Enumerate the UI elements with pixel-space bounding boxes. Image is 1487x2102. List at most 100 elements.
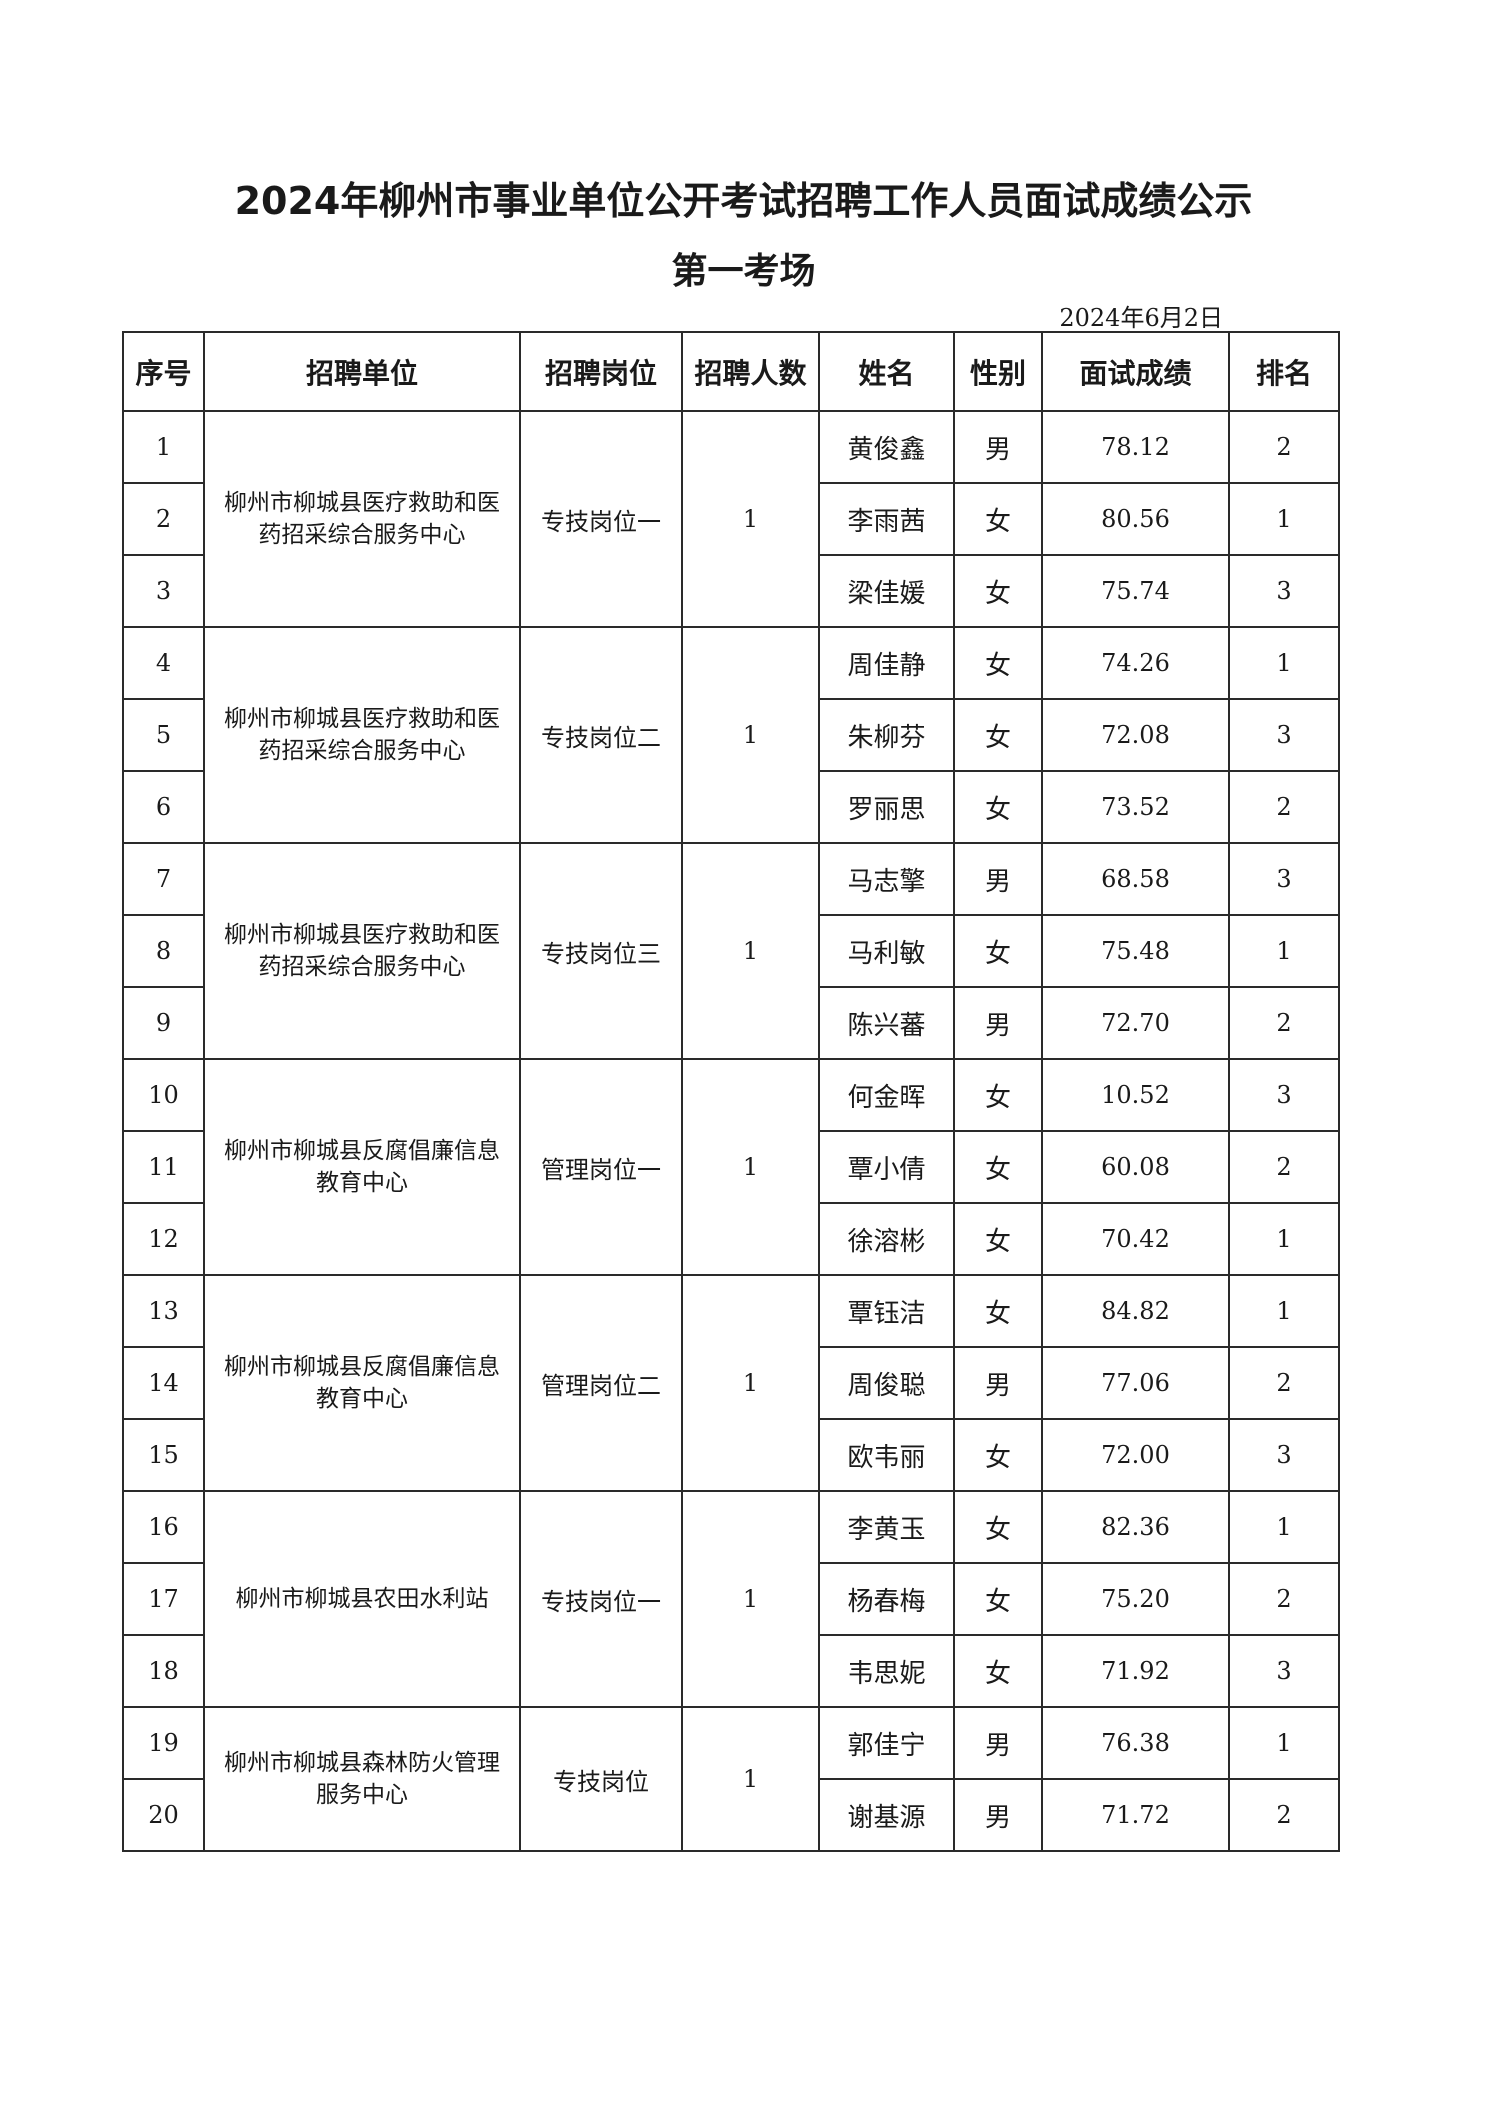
table-row: 10 柳州市柳城县反腐倡廉信息教育中心 管理岗位一 1 何金晖女 10.52 3: [122, 1058, 1340, 1276]
page-subtitle: 第一考场: [671, 251, 816, 292]
table-row: 14 周俊聪男 77.06 2: [122, 1346, 1340, 1420]
recruiting-count: 1: [681, 410, 820, 628]
candidate-gender: 女: [953, 1562, 1043, 1636]
candidate-gender: 女: [953, 1490, 1043, 1564]
candidate-name: 徐溶彬: [818, 1202, 955, 1276]
table-row: 7 柳州市柳城县医疗救助和医药招采综合服务中心 专技岗位三 1 马志擎男 68.58 3: [122, 842, 1340, 1060]
candidate-rank: 3: [1228, 698, 1340, 772]
candidate-gender: 女: [953, 914, 1043, 988]
recruiting-position: 管理岗位一: [519, 1058, 683, 1276]
row-number: 1: [122, 410, 205, 484]
recruiting-count: 1: [681, 1490, 820, 1708]
table-row: 9 陈兴蕃男 72.70 2: [122, 986, 1340, 1060]
row-number: 20: [122, 1778, 205, 1852]
candidate-rank: 1: [1228, 626, 1340, 700]
candidate-name: 朱柳芬: [818, 698, 955, 772]
row-number: 5: [122, 698, 205, 772]
recruiting-count: 1: [681, 1706, 820, 1852]
row-number: 16: [122, 1490, 205, 1564]
candidate-rank: 1: [1228, 914, 1340, 988]
table-row: 18 韦思妮女 71.92 3: [122, 1634, 1340, 1708]
candidate-name: 杨春梅: [818, 1562, 955, 1636]
interview-score: 72.00: [1041, 1418, 1230, 1492]
interview-score: 78.12: [1041, 410, 1230, 484]
recruiting-position: 管理岗位二: [519, 1274, 683, 1492]
candidate-name: 周佳静: [818, 626, 955, 700]
candidate-name: 何金晖: [818, 1058, 955, 1132]
candidate-gender: 男: [953, 842, 1043, 916]
row-number: 15: [122, 1418, 205, 1492]
recruiting-count: 1: [681, 1058, 820, 1276]
table-row: 20 谢基源男 71.72 2: [122, 1778, 1340, 1852]
candidate-rank: 1: [1228, 1706, 1340, 1780]
table-row: 12 徐溶彬女 70.42 1: [122, 1202, 1340, 1276]
header-rank: 排名: [1228, 331, 1340, 412]
interview-score: 68.58: [1041, 842, 1230, 916]
candidate-gender: 女: [953, 482, 1043, 556]
interview-score: 75.74: [1041, 554, 1230, 628]
row-number: 7: [122, 842, 205, 916]
candidate-gender: 女: [953, 554, 1043, 628]
candidate-rank: 3: [1228, 842, 1340, 916]
candidate-name: 陈兴蕃: [818, 986, 955, 1060]
recruiting-unit: 柳州市柳城县医疗救助和医药招采综合服务中心: [203, 626, 521, 844]
candidate-rank: 1: [1228, 1490, 1340, 1564]
table-row: 19 柳州市柳城县森林防火管理服务中心 专技岗位 1 郭佳宁男 76.38 1: [122, 1706, 1340, 1852]
candidate-gender: 女: [953, 1634, 1043, 1708]
candidate-name: 欧韦丽: [818, 1418, 955, 1492]
candidate-gender: 男: [953, 1346, 1043, 1420]
table-row: 13 柳州市柳城县反腐倡廉信息教育中心 管理岗位二 1 覃钰洁女 84.82 1: [122, 1274, 1340, 1492]
candidate-name: 韦思妮: [818, 1634, 955, 1708]
candidate-rank: 1: [1228, 1274, 1340, 1348]
row-number: 18: [122, 1634, 205, 1708]
recruiting-count: 1: [681, 842, 820, 1060]
candidate-rank: 2: [1228, 1562, 1340, 1636]
header-count: 招聘人数: [681, 331, 820, 412]
candidate-name: 马利敏: [818, 914, 955, 988]
candidate-gender: 女: [953, 1274, 1043, 1348]
publish-date: 2024年6月2日: [1059, 304, 1223, 332]
page-title: 2024年柳州市事业单位公开考试招聘工作人员面试成绩公示: [234, 179, 1253, 223]
interview-score: 76.38: [1041, 1706, 1230, 1780]
table-row: 15 欧韦丽女 72.00 3: [122, 1418, 1340, 1492]
candidate-rank: 1: [1228, 482, 1340, 556]
candidate-name: 周俊聪: [818, 1346, 955, 1420]
recruiting-position: 专技岗位二: [519, 626, 683, 844]
interview-score: 72.08: [1041, 698, 1230, 772]
row-number: 11: [122, 1130, 205, 1204]
candidate-rank: 2: [1228, 1130, 1340, 1204]
candidate-name: 覃小倩: [818, 1130, 955, 1204]
header-name: 姓名: [818, 331, 955, 412]
results-table: 序号 招聘单位 招聘岗位 招聘人数 姓名 性别 面试成绩 排名 1 柳州市柳城县医…: [122, 331, 1340, 1852]
candidate-gender: 女: [953, 770, 1043, 844]
candidate-name: 李雨茜: [818, 482, 955, 556]
recruiting-position: 专技岗位一: [519, 1490, 683, 1708]
recruiting-count: 1: [681, 1274, 820, 1492]
candidate-rank: 2: [1228, 1778, 1340, 1852]
candidate-gender: 女: [953, 626, 1043, 700]
header-unit: 招聘单位: [203, 331, 521, 412]
table-row: 17 杨春梅女 75.20 2: [122, 1562, 1340, 1636]
candidate-name: 李黄玉: [818, 1490, 955, 1564]
candidate-name: 马志擎: [818, 842, 955, 916]
table-row: 16 柳州市柳城县农田水利站 专技岗位一 1 李黄玉女 82.36 1: [122, 1490, 1340, 1708]
table-row: 6 罗丽思女 73.52 2: [122, 770, 1340, 844]
recruiting-position: 专技岗位一: [519, 410, 683, 628]
candidate-rank: 2: [1228, 410, 1340, 484]
row-number: 17: [122, 1562, 205, 1636]
candidate-gender: 女: [953, 1202, 1043, 1276]
recruiting-position: 专技岗位: [519, 1706, 683, 1852]
candidate-rank: 3: [1228, 554, 1340, 628]
candidate-gender: 女: [953, 1130, 1043, 1204]
row-number: 10: [122, 1058, 205, 1132]
row-number: 6: [122, 770, 205, 844]
candidate-gender: 女: [953, 1058, 1043, 1132]
table-row: 3 梁佳媛女 75.74 3: [122, 554, 1340, 628]
candidate-name: 黄俊鑫: [818, 410, 955, 484]
row-number: 12: [122, 1202, 205, 1276]
interview-score: 84.82: [1041, 1274, 1230, 1348]
candidate-name: 郭佳宁: [818, 1706, 955, 1780]
table-row: 4 柳州市柳城县医疗救助和医药招采综合服务中心 专技岗位二 1 周佳静女 74.26 1: [122, 626, 1340, 844]
recruiting-unit: 柳州市柳城县反腐倡廉信息教育中心: [203, 1274, 521, 1492]
interview-score: 60.08: [1041, 1130, 1230, 1204]
